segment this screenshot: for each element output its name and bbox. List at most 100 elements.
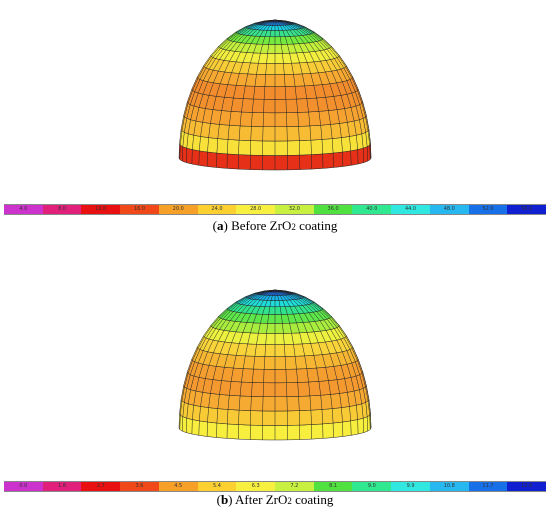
dome-meridian bbox=[274, 19, 334, 168]
colorbar-segment: 4.5 bbox=[158, 482, 198, 491]
colorbar-segment: 10.8 bbox=[429, 482, 469, 491]
caption-b-sub: 2 bbox=[287, 496, 292, 506]
colorbar-segment: 7.2 bbox=[275, 482, 314, 491]
dome-meridian bbox=[274, 19, 301, 170]
dome-meridian bbox=[274, 289, 344, 437]
colorbar-tick-label: 7.2 bbox=[290, 483, 299, 489]
dome-meridian bbox=[179, 19, 276, 160]
dome-meridian bbox=[274, 289, 324, 439]
colorbar-segment: 8.0 bbox=[42, 205, 82, 214]
dome-meridian bbox=[216, 289, 276, 438]
colorbar-segment: 6.3 bbox=[236, 482, 276, 491]
dome-meridian bbox=[274, 289, 368, 432]
colorbar-segment: 24.0 bbox=[197, 205, 237, 214]
colorbar-segment: 52.0 bbox=[468, 205, 508, 214]
colorbar-tick-label: 9.0 bbox=[367, 483, 376, 489]
dome-meridian bbox=[274, 19, 288, 170]
colorbar-tick-label: 4.0 bbox=[19, 206, 28, 212]
dome-meridian bbox=[274, 19, 371, 160]
dome-meridian bbox=[206, 289, 276, 437]
colorbar-tick-label: 56.0 bbox=[521, 206, 533, 212]
dome-meridian bbox=[274, 19, 352, 166]
dome-meridian bbox=[191, 19, 276, 165]
dome-meridian bbox=[206, 19, 276, 167]
dome-meridian bbox=[262, 289, 276, 440]
colorbar-tick-label: 3.6 bbox=[135, 483, 144, 489]
dome-meridian bbox=[274, 19, 359, 165]
colorbar-segment: 56.0 bbox=[507, 205, 547, 214]
colorbar-tick-label: 1.8 bbox=[58, 483, 67, 489]
dome-meridian bbox=[238, 19, 276, 170]
colorbar-tick-label: 36.0 bbox=[327, 206, 339, 212]
colorbar-segment: 32.0 bbox=[275, 205, 314, 214]
caption-a-letter: a bbox=[216, 218, 224, 233]
dome-meridian bbox=[226, 19, 276, 169]
dome-meridian bbox=[274, 19, 364, 163]
dome-meridian bbox=[198, 19, 276, 166]
colorbar-b: 0.0 1.8 2.7 3.6 4.5 5.4 6.3 7.2 8.1 9.0 9.9 10.8 11.… bbox=[4, 481, 547, 492]
colorbar-segment: 9.0 bbox=[352, 482, 392, 491]
dome-meridian bbox=[274, 289, 372, 429]
colorbar-segment: 4.0 bbox=[4, 205, 43, 214]
caption-a-after: coating bbox=[295, 218, 338, 233]
dome-meridian bbox=[182, 19, 276, 162]
colorbar-segment: 11.7 bbox=[468, 482, 508, 491]
colorbar-tick-label: 8.0 bbox=[58, 206, 67, 212]
colorbar-segment: 0.0 bbox=[4, 482, 43, 491]
dome-meridian bbox=[274, 289, 364, 433]
colorbar-tick-label: 32.0 bbox=[288, 206, 300, 212]
dome-plot-a bbox=[178, 19, 372, 171]
dome-meridian bbox=[274, 289, 301, 440]
colorbar-tick-label: 4.5 bbox=[174, 483, 183, 489]
caption-a: (a) Before ZrO2 coating bbox=[212, 218, 338, 233]
dome-meridian bbox=[274, 19, 344, 167]
dome-meridian bbox=[191, 289, 276, 435]
caption-b: (b) After ZrO2 coating bbox=[216, 492, 334, 507]
caption-a-sub: 2 bbox=[291, 222, 296, 232]
colorbar-tick-label: 44.0 bbox=[404, 206, 417, 212]
colorbar-a: 4.0 8.0 12.0 16.0 20.0 24.0 28.0 32.0 36.0 40.0 44… bbox=[4, 204, 547, 215]
caption-b-after: coating bbox=[291, 492, 334, 507]
dome-meridian bbox=[249, 19, 276, 170]
colorbar-segment: 1.8 bbox=[42, 482, 82, 491]
dome-plot-b bbox=[178, 289, 372, 441]
dome-meridian bbox=[262, 19, 276, 170]
colorbar-tick-label: 12.0 bbox=[95, 206, 107, 212]
dome-meridian bbox=[274, 289, 359, 435]
colorbar-tick-label: 40.0 bbox=[366, 206, 378, 212]
colorbar-tick-label: 5.4 bbox=[212, 483, 221, 489]
colorbar-tick-label: 0.0 bbox=[19, 483, 28, 489]
dome-meridian bbox=[274, 19, 324, 169]
colorbar-segment: 48.0 bbox=[429, 205, 469, 214]
colorbar-tick-label: 10.8 bbox=[443, 483, 455, 489]
colorbar-segment: 16.0 bbox=[120, 205, 159, 214]
dome-meridian bbox=[274, 19, 368, 162]
panel-a: 4.0 8.0 12.0 16.0 20.0 24.0 28.0 32.0 36.0 40.0 44… bbox=[0, 0, 550, 245]
colorbar-tick-label: 8.1 bbox=[329, 483, 338, 489]
dome-meridian bbox=[226, 289, 276, 439]
dome-meridian bbox=[274, 289, 352, 436]
colorbar-tick-label: 20.0 bbox=[172, 206, 184, 212]
dome-meridian bbox=[238, 289, 276, 440]
dome-meridian bbox=[274, 289, 334, 438]
caption-b-before: After ZrO bbox=[235, 492, 288, 507]
caption-a-before: Before ZrO bbox=[231, 218, 292, 233]
dome-meridian bbox=[186, 289, 276, 433]
colorbar-segment: 8.1 bbox=[313, 482, 353, 491]
dome-meridian bbox=[249, 289, 276, 440]
dome-meridian bbox=[274, 19, 372, 159]
colorbar-segment: 5.4 bbox=[197, 482, 237, 491]
colorbar-tick-label: 2.7 bbox=[96, 483, 105, 489]
dome-meridian bbox=[274, 289, 288, 440]
colorbar-segment: 20.0 bbox=[158, 205, 198, 214]
dome-meridian bbox=[216, 19, 276, 168]
colorbar-segment: 28.0 bbox=[236, 205, 276, 214]
dome-meridian bbox=[274, 289, 312, 440]
colorbar-segment: 40.0 bbox=[352, 205, 392, 214]
colorbar-segment: 12.0 bbox=[81, 205, 121, 214]
colorbar-segment: 9.9 bbox=[391, 482, 430, 491]
colorbar-segment: 44.0 bbox=[391, 205, 430, 214]
colorbar-tick-label: 6.3 bbox=[251, 483, 260, 489]
colorbar-tick-label: 48.0 bbox=[443, 206, 455, 212]
